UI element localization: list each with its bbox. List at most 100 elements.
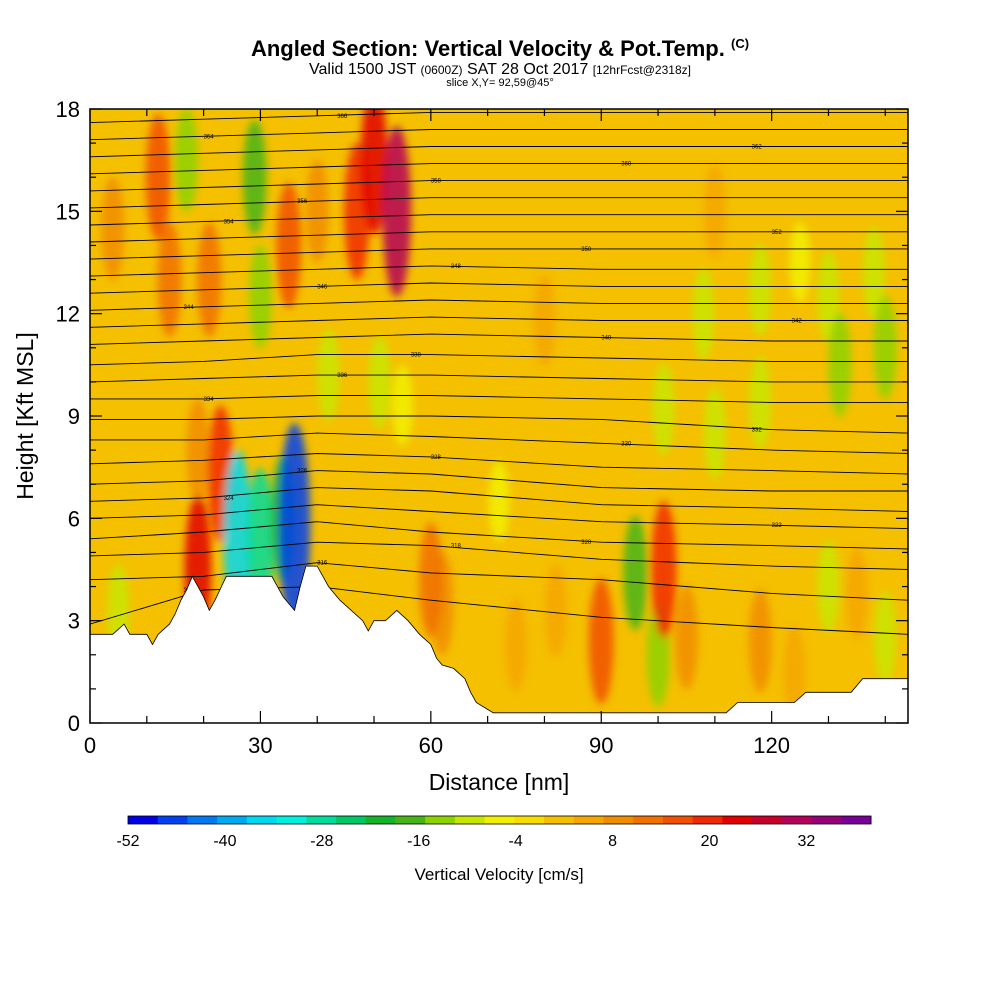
velocity-cell — [197, 222, 222, 337]
valid-time-line: Valid 1500 JST (0600Z) SAT 28 Oct 2017 [… — [0, 61, 1000, 79]
colorbar-tick-label: -52 — [116, 833, 139, 850]
isentrope-label: 328 — [431, 455, 442, 461]
velocity-cell — [652, 362, 675, 456]
isentrope-line — [90, 231, 908, 243]
velocity-cell — [703, 386, 726, 480]
isentrope-label: 344 — [184, 305, 195, 311]
isentrope-line — [90, 163, 908, 175]
colorbar-swatch — [633, 816, 664, 824]
velocity-cell — [360, 109, 388, 235]
colorbar-swatch — [336, 816, 367, 824]
velocity-cell — [101, 176, 125, 281]
x-tick-label: 120 — [753, 733, 790, 758]
colorbar-tick-label: -40 — [213, 833, 236, 850]
velocity-cell — [248, 244, 272, 349]
colorbar-swatch — [781, 816, 813, 824]
valid-prefix: Valid 1500 JST — [309, 61, 417, 78]
y-tick-label: 12 — [56, 302, 80, 327]
colorbar-swatch — [752, 816, 783, 824]
isentrope-line — [90, 374, 908, 383]
isentrope-line — [90, 562, 908, 601]
axes: 0 30 60 90 120 0 3 6 9 12 15 18 — [56, 97, 908, 758]
pot-temp-contours: 3143163183203223243263283303323343363383… — [90, 111, 908, 635]
x-tick-label: 30 — [248, 733, 272, 758]
isentrope-line — [90, 541, 908, 570]
x-tick-label: 60 — [419, 733, 443, 758]
y-tick-label: 9 — [68, 404, 80, 429]
velocity-cell — [145, 114, 171, 241]
y-tick-label: 15 — [56, 199, 80, 224]
colorbar-tick-label: -4 — [509, 833, 523, 850]
isentrope-label: 352 — [772, 230, 783, 236]
velocity-cell — [692, 267, 715, 360]
colorbar-swatch — [841, 816, 872, 824]
velocity-cell — [368, 335, 391, 429]
title-mark: (C) — [731, 36, 750, 51]
isentrope-label: 340 — [601, 336, 612, 342]
colorbar-swatch — [603, 816, 634, 824]
isentrope-line — [90, 415, 908, 434]
colorbar-swatch — [187, 816, 218, 824]
colorbar-swatch — [662, 816, 694, 824]
colorbar-tick-label: 20 — [701, 833, 719, 850]
colorbar-swatch — [217, 816, 248, 824]
isentrope-label: 364 — [204, 134, 215, 140]
velocity-cell — [505, 598, 528, 691]
colorbar-tick-label: -16 — [407, 833, 430, 850]
velocity-cell — [675, 585, 698, 690]
isentrope-label: 358 — [431, 179, 442, 185]
colorbar-swatch — [811, 816, 842, 824]
chart-title: Angled Section: Vertical Velocity & Pot.… — [0, 36, 1000, 62]
isentrope-line — [90, 316, 908, 328]
colorbar-swatch — [365, 816, 396, 824]
colorbar-swatch — [692, 816, 723, 824]
velocity-cell — [873, 295, 897, 400]
velocity-cell — [783, 625, 806, 719]
terrain — [90, 565, 908, 723]
terrain-profile — [90, 565, 908, 723]
y-tick-label: 3 — [68, 609, 80, 634]
isentrope-label: 324 — [224, 496, 235, 502]
velocity-cell — [305, 159, 329, 264]
isentrope-label: 338 — [411, 353, 422, 359]
isentrope-line — [90, 470, 908, 492]
isentrope-label: 366 — [337, 114, 348, 120]
isentrope-label: 326 — [297, 469, 308, 475]
isentrope-label: 330 — [621, 441, 632, 447]
velocity-cell — [862, 226, 885, 319]
velocity-cell — [186, 398, 210, 502]
velocity-cell — [533, 274, 556, 367]
isentrope-line — [90, 432, 908, 454]
colorbar-swatch — [157, 816, 188, 824]
x-tick-label: 90 — [589, 733, 613, 758]
isentrope-line — [90, 282, 908, 294]
colorbar-tick-label: -28 — [310, 833, 333, 850]
velocity-cell — [748, 589, 772, 693]
colorbar-swatch — [514, 816, 545, 824]
isentrope-label: 336 — [337, 373, 348, 379]
velocity-cell — [874, 591, 897, 684]
velocity-cell — [789, 221, 811, 304]
colorbar-tick-label: 8 — [608, 833, 617, 850]
isentrope-label: 342 — [792, 318, 803, 324]
velocity-cell — [382, 125, 412, 297]
colorbar-swatch — [425, 816, 456, 824]
colorbar-swatch — [573, 816, 605, 824]
valid-forecast: [12hrFcst@2318z] — [592, 63, 691, 77]
chart-title-text: Angled Section: Vertical Velocity & Pot.… — [250, 36, 725, 61]
isentrope-label: 354 — [224, 220, 235, 226]
isentrope-line — [90, 214, 908, 226]
velocity-cell — [650, 500, 677, 639]
isentrope-line — [90, 487, 908, 512]
isentrope-line — [90, 333, 908, 345]
velocity-cell — [175, 109, 199, 212]
colorbar: -52 -40 -28 -16 -4 8 20 32 — [116, 815, 872, 850]
isentrope-line — [90, 146, 908, 158]
isentrope-label: 316 — [317, 561, 328, 567]
colorbar-swatch — [544, 816, 575, 824]
velocity-cell — [703, 165, 726, 258]
colorbar-swatch — [395, 816, 426, 824]
velocity-cell — [817, 540, 840, 633]
x-tick-label: 0 — [84, 733, 96, 758]
